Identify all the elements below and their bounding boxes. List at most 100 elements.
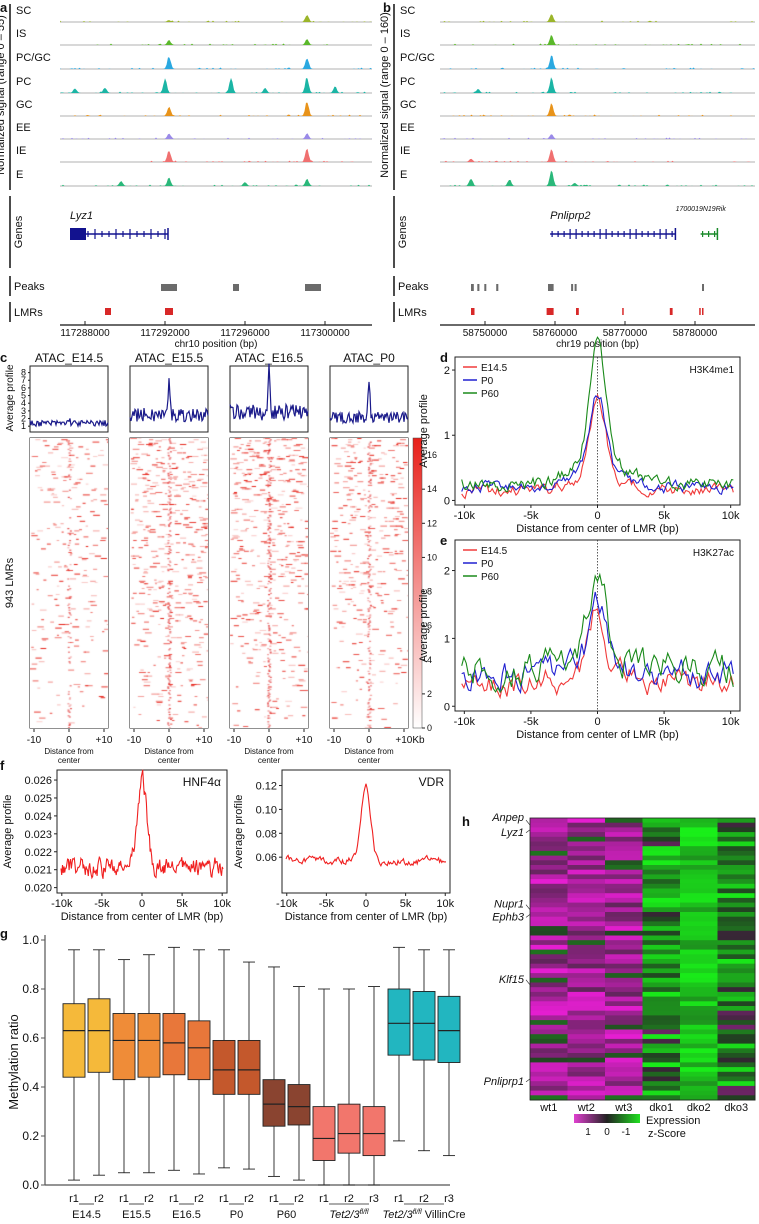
- group-label: P0: [230, 1209, 243, 1221]
- box-iqr: [362, 1106, 386, 1157]
- box-iqr: [237, 1039, 261, 1095]
- colorbar: [412, 437, 423, 729]
- heatmap-cell: [530, 879, 568, 885]
- heatmap-cell: [530, 865, 568, 871]
- box-iqr: [312, 1106, 336, 1161]
- heatmap-cell: [680, 912, 718, 918]
- heatmap-cell: [530, 921, 568, 927]
- x-tick-label: -5k: [523, 716, 539, 728]
- heatmap-cell: [530, 916, 568, 922]
- heatmap-cell: [530, 996, 568, 1002]
- heatmap-cell: [642, 860, 681, 866]
- heatmap-cell: [717, 921, 756, 927]
- x-tick-label: +10: [196, 735, 213, 746]
- heatmap-cell: [642, 888, 681, 894]
- heatmap-cell: [717, 968, 756, 974]
- heatmap-cell: [680, 827, 718, 833]
- heatmap-cell: [567, 959, 606, 965]
- heatmap-cell: [680, 850, 718, 857]
- group-label-sup: fl/fl: [413, 1209, 422, 1216]
- heatmap-cell: [605, 949, 643, 955]
- heatmap-cell: [680, 869, 718, 875]
- genes-label: Genes: [397, 215, 409, 248]
- heatmap-cell: [567, 846, 606, 852]
- heatmap-cell: [605, 1034, 643, 1040]
- heatmap-cell: [567, 935, 606, 941]
- heatmap-cell: [642, 1029, 681, 1035]
- track-label: GC: [400, 99, 417, 111]
- heatmap-cell: [530, 1053, 568, 1059]
- heatmap-cell: [567, 1001, 606, 1007]
- heatmap-cell: [642, 827, 681, 833]
- heatmap-cell: [567, 1010, 606, 1016]
- heatmap-cell: [605, 930, 643, 936]
- heatmap-cell: [605, 1081, 643, 1087]
- heatmap-cell: [605, 954, 643, 960]
- heatmap-atac-e16-5: [230, 438, 308, 728]
- heatmap-cell: [680, 836, 718, 842]
- x-tick-label: 0: [139, 898, 145, 910]
- heatmap-cell: [680, 916, 718, 922]
- heatmap-cell: [642, 1010, 681, 1016]
- heatmap-cell: [567, 1029, 606, 1035]
- heatmap-cell: [605, 940, 643, 946]
- heatmap-cell: [642, 855, 681, 861]
- y-axis-label: Normalized signal (range 0 – 160): [379, 12, 391, 178]
- heatmap-cell: [642, 1067, 681, 1073]
- colorbar-tick-label: 0: [427, 723, 432, 733]
- peak-mark: [305, 284, 321, 291]
- panel-label-c: c: [0, 350, 7, 365]
- heatmap-cell: [642, 1085, 681, 1092]
- series-line-e145: [461, 393, 734, 500]
- heatmap-cell: [717, 850, 756, 857]
- column-label: wt3: [614, 1102, 632, 1114]
- heatmap-cell: [530, 1029, 568, 1035]
- heatmap-cell: [680, 1001, 718, 1007]
- heatmap-cell: [642, 836, 681, 842]
- group-label: Tet2/3fl/fl VillinCre: [383, 1209, 466, 1221]
- heatmap-cell: [530, 902, 568, 908]
- y-axis-label: Average profile: [418, 394, 430, 468]
- heatmap-cell: [605, 1043, 643, 1049]
- heatmap-cell: [605, 855, 643, 861]
- heatmap-cell: [605, 1053, 643, 1059]
- heatmap-cell: [642, 954, 681, 960]
- heatmap-cell: [567, 940, 606, 946]
- signal-track-ie: [440, 149, 755, 162]
- heatmap-cell: [567, 836, 606, 842]
- heatmap-cell: [717, 888, 756, 894]
- profile-line: [229, 363, 309, 422]
- box-iqr: [137, 1013, 161, 1078]
- heatmap-atac-e14-5: [30, 438, 108, 728]
- colorbar-tick-label: 14: [427, 484, 437, 494]
- heatmap-cell: [567, 888, 606, 894]
- heatmap-cell: [567, 963, 606, 969]
- peak-mark: [548, 284, 554, 291]
- heatmap-cell: [530, 827, 568, 833]
- heatmap-cell: [717, 827, 756, 833]
- heatmap-cell: [567, 1006, 606, 1012]
- x-tick-label: -5k: [319, 898, 335, 910]
- heatmap-cell: [717, 832, 756, 838]
- x-tick-label: 117288000: [60, 328, 110, 339]
- heatmap-cell: [530, 832, 568, 838]
- gene-label-leader: [525, 819, 531, 826]
- heatmap-cell: [717, 893, 756, 899]
- heatmap-cell: [605, 850, 643, 857]
- heatmap-cell: [567, 991, 606, 998]
- heatmap-cell: [530, 818, 568, 824]
- heatmap-cell: [717, 855, 756, 861]
- y-tick-label: 1: [444, 430, 450, 442]
- lmr-mark: [622, 308, 624, 315]
- heatmap-cell: [567, 850, 606, 857]
- heatmap-cell: [642, 921, 681, 927]
- track-label: GC: [16, 99, 33, 111]
- heatmap-cell: [642, 1081, 681, 1087]
- heatmap-cell: [567, 869, 606, 875]
- x-tick-label: 5k: [400, 898, 412, 910]
- replicate-label: r1: [169, 1193, 179, 1205]
- heatmap-cell: [642, 926, 681, 932]
- heatmap-cell: [680, 874, 718, 880]
- track-label: IS: [16, 28, 26, 40]
